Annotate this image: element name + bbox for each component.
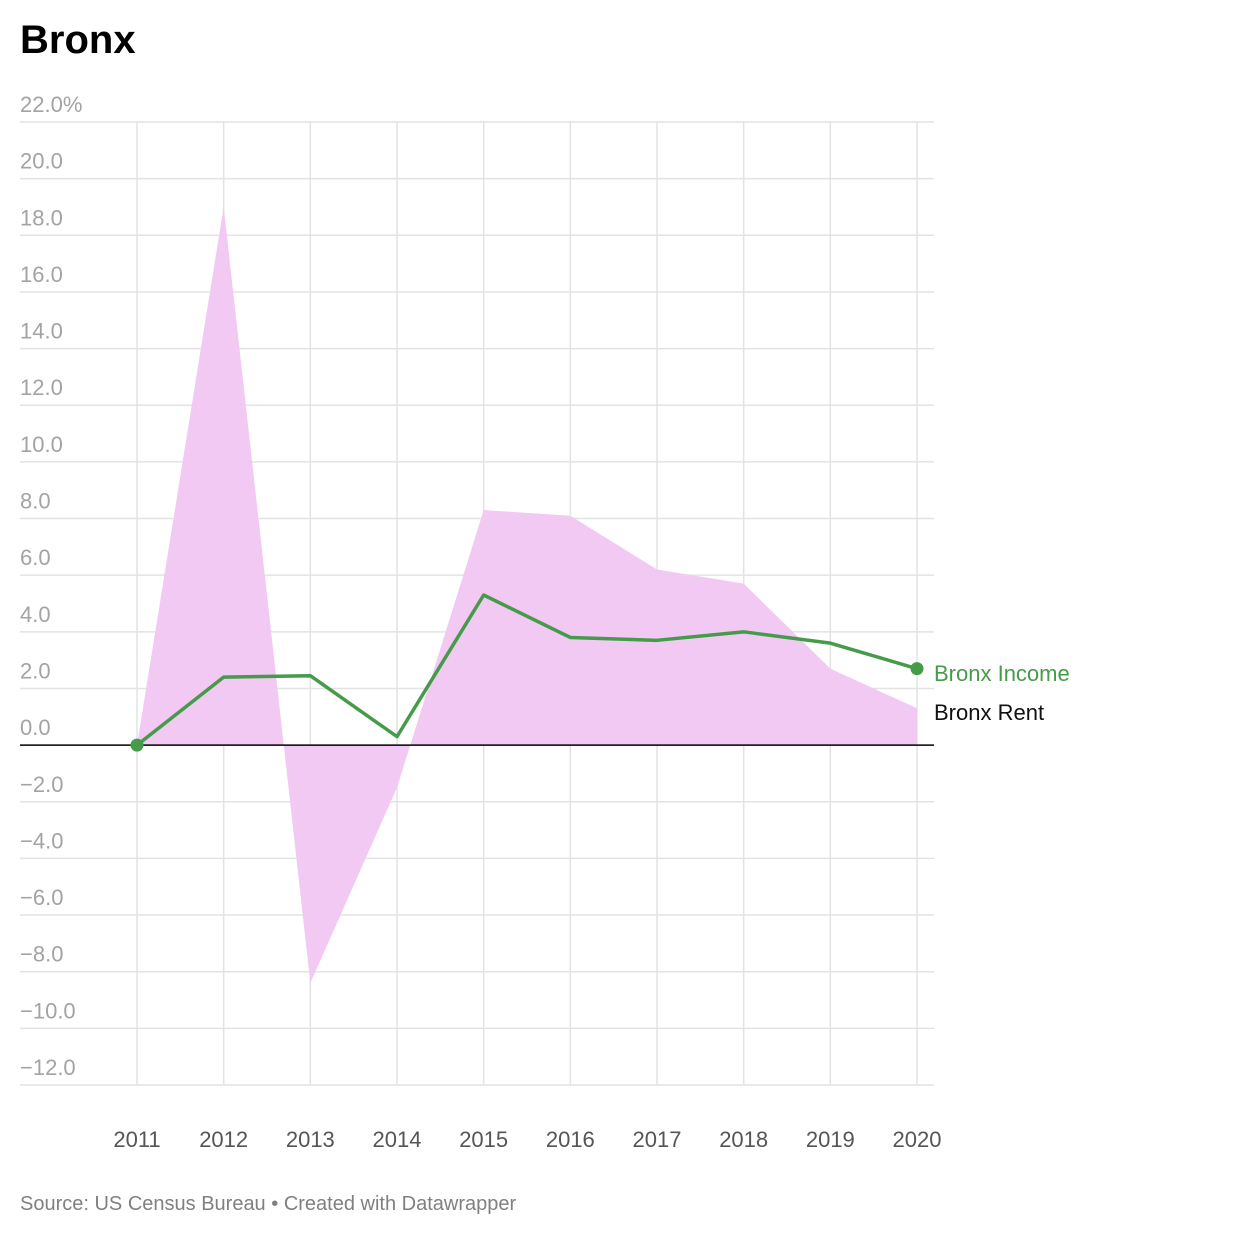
footer: Source: US Census Bureau • Created with …: [20, 1193, 516, 1216]
y-tick-label: 0.0: [20, 715, 51, 740]
y-tick-label: −12.0: [20, 1055, 76, 1080]
y-tick-label: −2.0: [20, 772, 63, 797]
source-text: Source: US Census Bureau: [20, 1193, 266, 1215]
y-tick-label: 4.0: [20, 602, 51, 627]
x-axis-labels: 2011 2012 2013 2014 2015 2016 2017 2018 2019 2020: [113, 1127, 941, 1152]
y-tick-label: −10.0: [20, 998, 76, 1023]
rent-area-layer: [137, 206, 917, 984]
x-tick-label: 2017: [633, 1127, 682, 1152]
y-tick-label: 16.0: [20, 262, 63, 287]
footer-separator: •: [271, 1193, 279, 1215]
x-tick-label: 2012: [199, 1127, 248, 1152]
y-tick-label: 20.0: [20, 149, 63, 174]
x-tick-label: 2020: [893, 1127, 942, 1152]
y-tick-label: 6.0: [20, 545, 51, 570]
x-tick-label: 2015: [459, 1127, 508, 1152]
series-labels: Bronx Income Bronx Rent: [934, 661, 1070, 725]
income-start-point: [130, 738, 144, 752]
y-tick-label: 10.0: [20, 432, 63, 457]
x-tick-label: 2014: [373, 1127, 422, 1152]
income-line: [135, 593, 918, 747]
y-tick-label: 12.0: [20, 375, 63, 400]
y-tick-label: 18.0: [20, 205, 63, 230]
y-tick-label: −4.0: [20, 828, 63, 853]
rent-area: [137, 206, 917, 984]
x-tick-label: 2019: [806, 1127, 855, 1152]
y-tick-label: 8.0: [20, 489, 51, 514]
income-end-point: [910, 662, 924, 676]
x-tick-label: 2011: [113, 1127, 160, 1152]
income-line-layer: [130, 593, 924, 752]
y-tick-label: −8.0: [20, 942, 63, 967]
x-tick-label: 2018: [719, 1127, 768, 1152]
x-tick-label: 2013: [286, 1127, 335, 1152]
y-axis-labels: 22.0% 20.0 18.0 16.0 14.0 12.0 10.0 8.0 6.0 4.0 2.…: [20, 92, 82, 1080]
y-tick-label: 2.0: [20, 658, 51, 683]
y-tick-label: 22.0%: [20, 92, 82, 117]
credit-text: Created with Datawrapper: [283, 1193, 517, 1215]
y-tick-label: −6.0: [20, 885, 63, 910]
chart-title: Bronx: [20, 18, 136, 62]
x-tick-label: 2016: [546, 1127, 595, 1152]
income-series-label: Bronx Income: [934, 661, 1070, 686]
y-tick-label: 14.0: [20, 319, 63, 344]
rent-series-label: Bronx Rent: [934, 700, 1044, 725]
